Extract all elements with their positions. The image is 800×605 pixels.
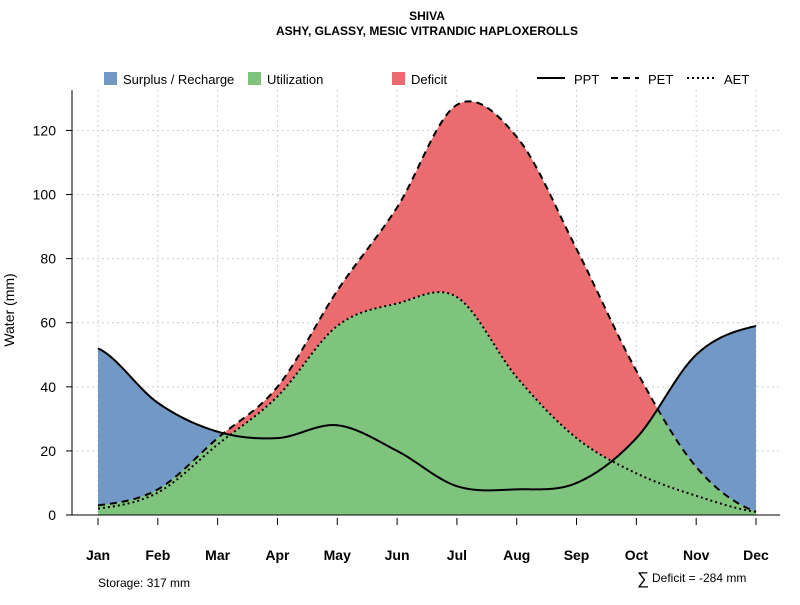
legend-label-ppt: PPT [574, 72, 599, 87]
utilization-region-0 [229, 292, 613, 491]
y-tick-label-60: 60 [40, 315, 56, 331]
y-tick-label-80: 80 [40, 251, 56, 267]
storage-annotation: Storage: 317 mm [98, 576, 190, 590]
x-tick-label-jun: Jun [385, 547, 410, 563]
series-lines [97, 100, 757, 513]
surplus-region-0 [98, 348, 224, 506]
legend-label-pet: PET [648, 72, 673, 87]
x-tick-label-sep: Sep [564, 547, 590, 563]
axes: 0 20 40 60 80 100 120 Jan Feb Mar Apr May Jun Jul Aug S… [33, 90, 780, 563]
legend-label-surplus: Surplus / Recharge [123, 72, 234, 87]
x-tick-label-apr: Apr [265, 547, 290, 563]
x-tick-label-nov: Nov [683, 547, 710, 563]
y-tick-label-0: 0 [48, 507, 56, 523]
x-tick-label-aug: Aug [503, 547, 530, 563]
line-ppt [97, 324, 757, 492]
legend-swatch-utilization [248, 72, 261, 85]
legend-swatch-deficit [392, 72, 405, 85]
y-tick-label-120: 120 [33, 122, 57, 138]
x-tick-label-may: May [324, 547, 351, 563]
legend-label-aet: AET [724, 72, 749, 87]
y-tick-label-20: 20 [40, 443, 56, 459]
utilization-fill-region-0 [98, 433, 232, 509]
areas [98, 101, 756, 515]
line-aet [97, 291, 757, 513]
x-tick-label-oct: Oct [625, 547, 649, 563]
y-axis-label: Water (mm) [1, 273, 17, 346]
chart-subtitle: ASHY, GLASSY, MESIC VITRANDIC HAPLOXEROL… [276, 24, 578, 38]
y-tick-label-40: 40 [40, 379, 56, 395]
deficit-annotation: Deficit = -284 mm [652, 571, 746, 585]
x-tick-label-dec: Dec [743, 547, 769, 563]
x-tick-label-jul: Jul [447, 547, 467, 563]
line-pet [97, 100, 757, 513]
x-tick-label-jan: Jan [86, 547, 110, 563]
sum-symbol: ∑ [637, 569, 649, 588]
legend-label-utilization: Utilization [267, 72, 323, 87]
chart-title: SHIVA [409, 9, 445, 23]
x-tick-label-mar: Mar [205, 547, 230, 563]
y-tick-label-100: 100 [33, 187, 57, 203]
x-tick-label-feb: Feb [145, 547, 170, 563]
legend-swatch-surplus [104, 72, 117, 85]
legend-label-deficit: Deficit [411, 72, 448, 87]
utilization-fill-region-1 [610, 409, 756, 512]
legend: Surplus / Recharge Utilization Deficit P… [104, 72, 749, 87]
